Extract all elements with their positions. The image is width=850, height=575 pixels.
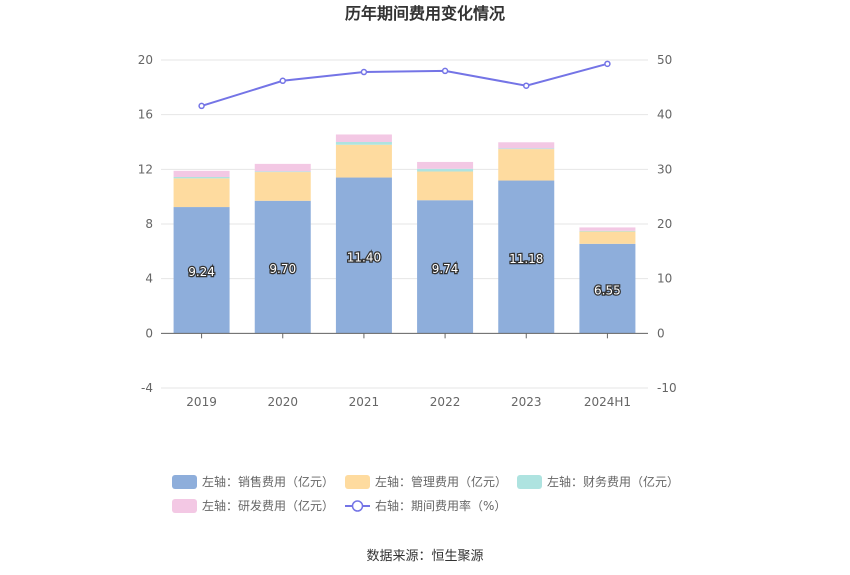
bar-segment [173,170,230,177]
bar-segment [498,180,555,334]
bar-value-label: 9.74 [432,262,459,276]
bar-segment [254,163,311,172]
left-axis-ticks: -4 0 4 8 12 16 20 [138,53,153,395]
x-tick-label: 2022 [430,395,461,409]
bar-segment [498,148,555,150]
bar-segment [498,142,555,149]
legend-label: 右轴：期间费用率（%） [375,498,506,513]
legend-swatch [172,499,197,513]
bar-segment [335,142,392,145]
bar-segment [498,149,555,181]
bar-segment [254,200,311,334]
x-tick-label: 2024H1 [584,395,631,409]
bar-label-group: 9.24 9.70 11.40 9.74 11.18 6.55 [187,249,622,299]
bar-segment [417,168,474,172]
rate-point [604,60,611,68]
bar-value-label: 9.24 [188,265,215,279]
bar-segment [173,178,230,208]
bar-segment [335,177,392,334]
left-tick-label: 12 [138,162,153,176]
legend-swatch [345,475,370,489]
legend: 左轴：销售费用（亿元） 左轴：管理费用（亿元） 左轴：财务费用（亿元） 左轴：研发费用… [172,474,679,513]
left-tick-label: 4 [145,272,153,286]
bar-segment [417,161,474,169]
rate-line [201,62,608,107]
bar-segment [579,243,636,334]
bar-segment [579,230,636,232]
x-tick-label: 2020 [267,395,298,409]
bar-segment [173,176,230,179]
left-tick-label: 16 [138,108,153,122]
right-tick-label: 50 [657,53,672,67]
legend-label: 左轴：财务费用（亿元） [547,474,679,489]
left-tick-label: -4 [141,381,153,395]
legend-label: 左轴：销售费用（亿元） [202,474,334,489]
bar-value-label: 11.40 [347,250,381,264]
bar-segment [254,172,311,201]
rate-point [360,68,368,76]
x-axis: 2019 2020 2021 2022 2023 2024H1 [161,332,648,409]
x-tick-label: 2019 [186,395,217,409]
bar-segment [335,144,392,178]
rate-point [198,102,205,110]
legend-swatch-marker [351,500,364,512]
right-tick-label: 40 [657,108,672,122]
bar-value-label: 11.18 [509,252,543,266]
right-axis-ticks: -10 0 10 20 30 40 50 [657,53,677,395]
right-tick-label: -10 [657,381,677,395]
bar-segment [417,171,474,201]
x-tick-label: 2021 [349,395,380,409]
legend-label: 左轴：管理费用（亿元） [375,474,507,489]
left-tick-label: 20 [138,53,153,67]
bar-value-label: 9.70 [269,262,296,276]
bar-value-label: 6.55 [594,284,621,298]
grid-lines [161,59,648,389]
legend-swatch [172,475,197,489]
bar-segment [579,231,636,244]
x-tick-label: 2023 [511,395,542,409]
chart-title: 历年期间费用变化情况 [345,4,505,23]
bar-segment [173,207,230,334]
right-tick-label: 10 [657,272,672,286]
bar-segment [254,171,311,173]
left-tick-label: 8 [145,217,153,231]
rate-line-group [198,60,611,110]
legend-label: 左轴：研发费用（亿元） [202,498,334,513]
right-tick-label: 30 [657,162,672,176]
source-note: 数据来源：恒生聚源 [366,549,483,564]
left-tick-label: 0 [145,326,153,340]
right-tick-label: 20 [657,217,672,231]
rate-point [279,77,286,85]
right-tick-label: 0 [657,326,665,340]
rate-point [523,82,530,89]
bar-segment [417,200,474,334]
bar-segment [579,227,636,231]
rate-point [441,67,449,75]
bar-group [173,134,636,334]
bar-segment [335,134,392,142]
legend-swatch [517,475,542,489]
